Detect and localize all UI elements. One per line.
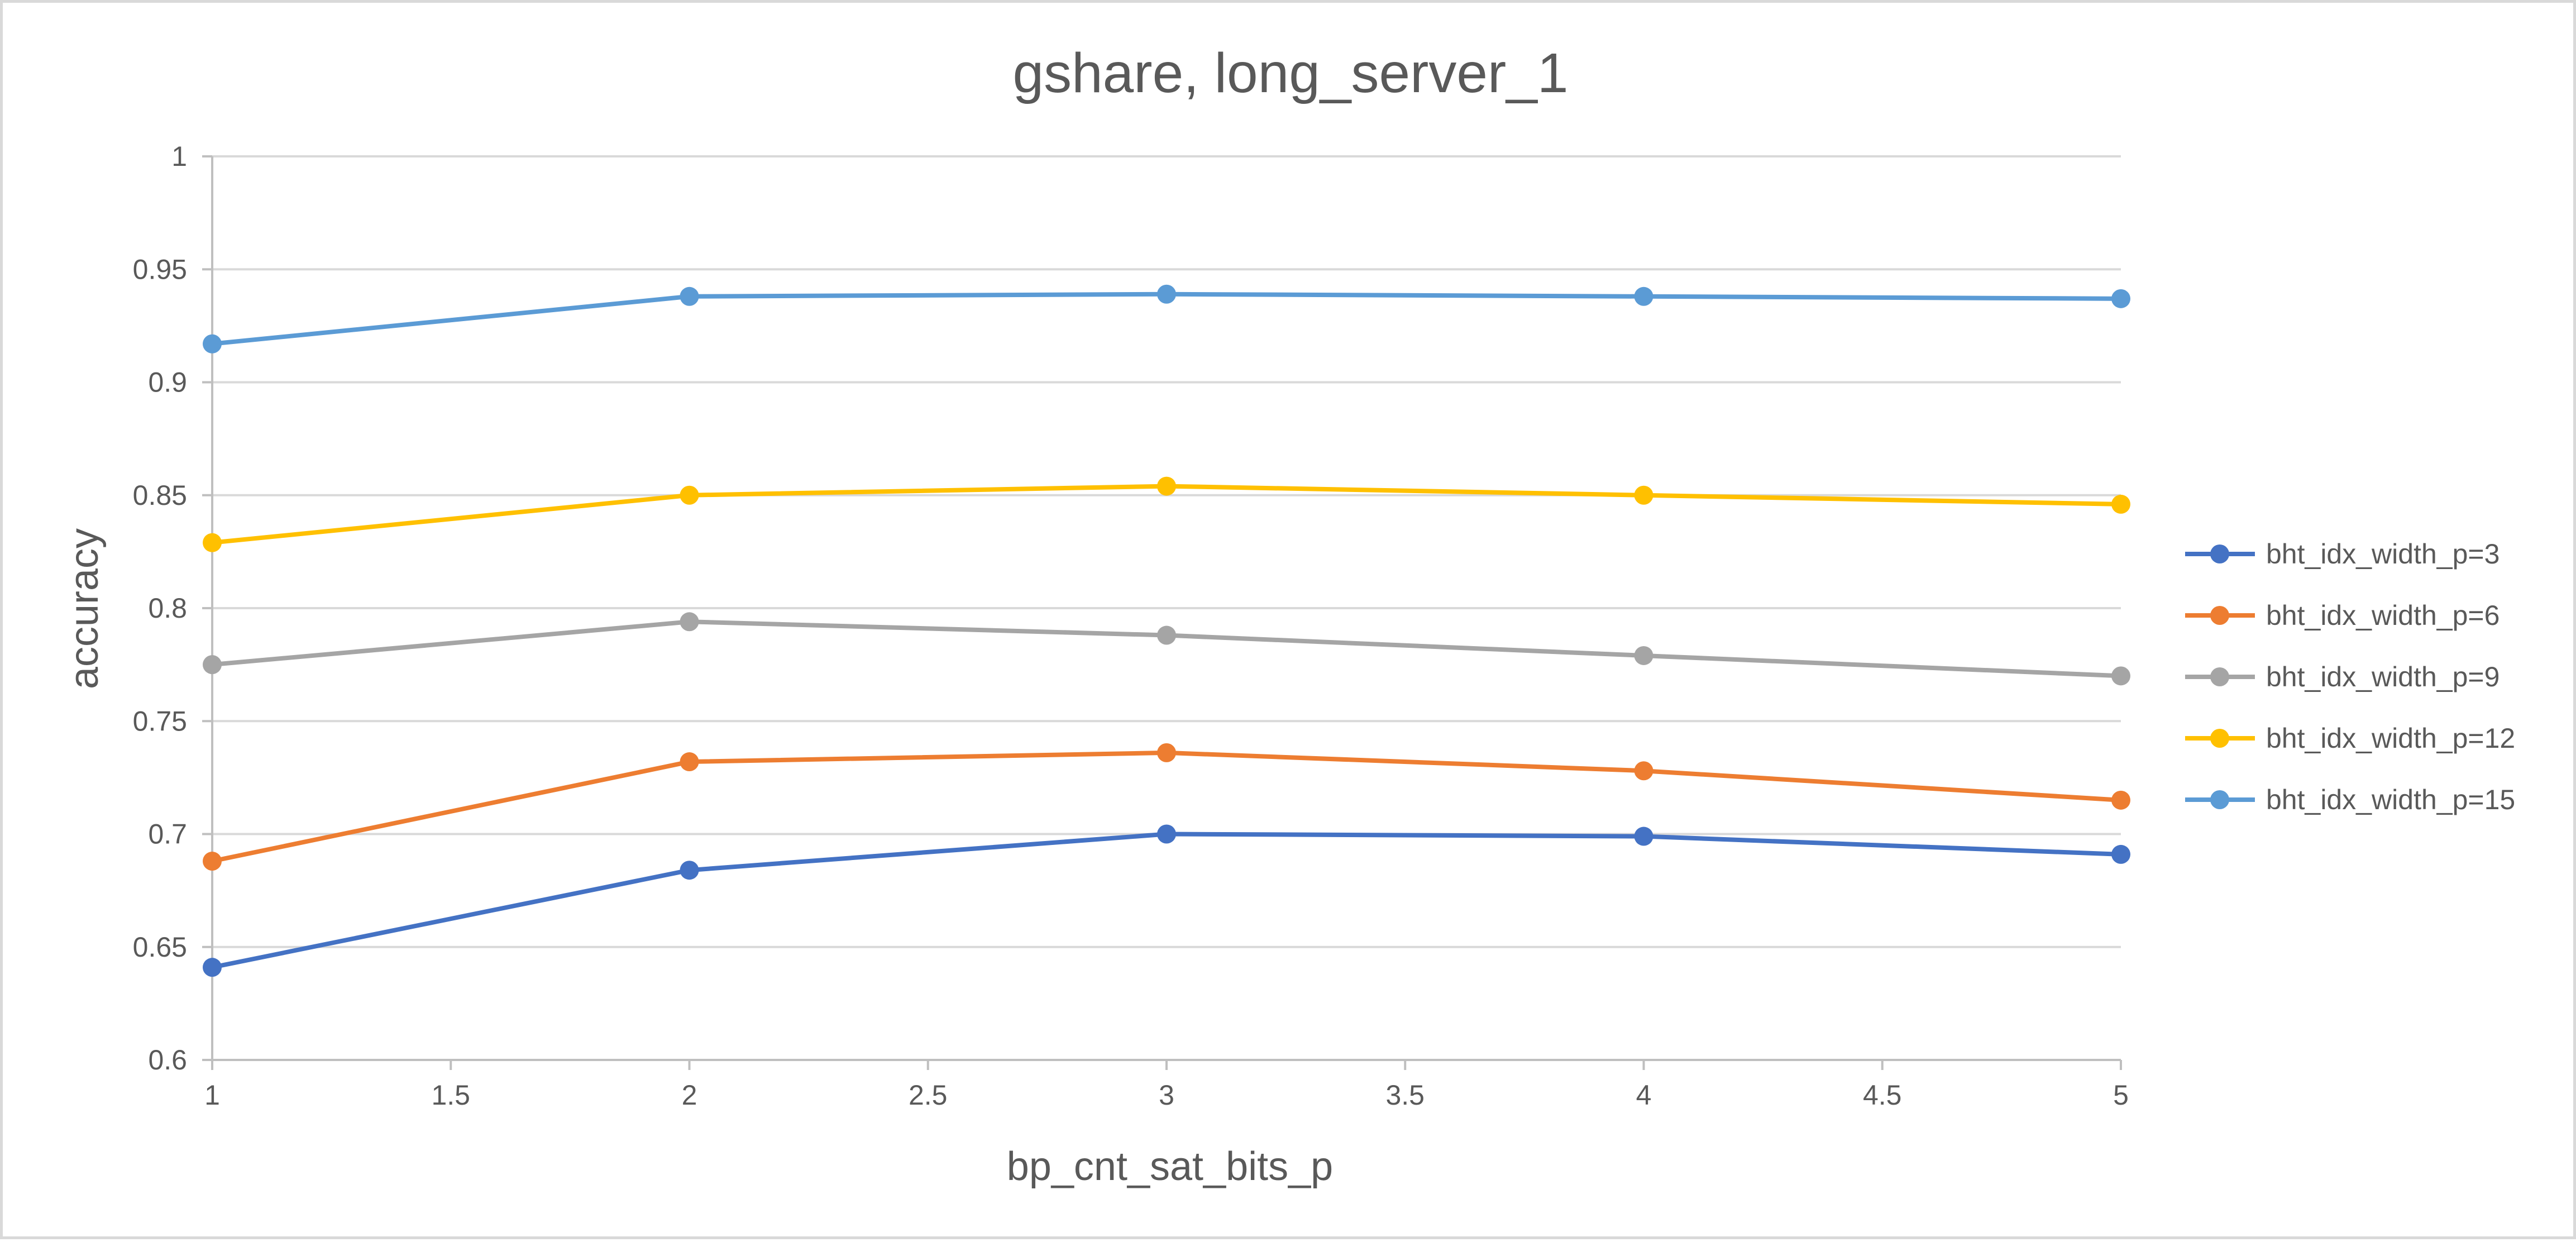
data-point [2111, 494, 2130, 514]
legend-marker [2210, 667, 2229, 686]
y-tick-label: 0.6 [148, 1044, 187, 1076]
legend: bht_idx_width_p=3 bht_idx_width_p=6 bht_id… [2185, 538, 2515, 815]
data-point [1157, 824, 1176, 844]
legend-label: bht_idx_width_p=9 [2266, 661, 2499, 692]
y-tick-label: 0.9 [148, 367, 187, 398]
y-tick-label: 0.8 [148, 593, 187, 624]
data-point [680, 752, 699, 772]
data-point [203, 334, 222, 354]
data-point [680, 286, 699, 306]
legend-marker [2210, 729, 2229, 748]
data-point [680, 612, 699, 632]
y-tick-label: 0.7 [148, 819, 187, 850]
y-tick-label: 0.75 [133, 705, 187, 737]
legend-label: bht_idx_width_p=12 [2266, 723, 2515, 754]
data-point [203, 852, 222, 871]
y-tick-label: 1 [171, 141, 187, 172]
data-point [1157, 743, 1176, 762]
chart-title: gshare, long_server_1 [1012, 42, 1568, 104]
legend-label: bht_idx_width_p=6 [2266, 600, 2499, 631]
data-point [1634, 761, 1653, 781]
axes: 0.6 0.65 0.7 0.75 0.8 0.85 0.9 0.95 1 1 1.5 2 2.5 3 3.… [133, 141, 2129, 1111]
legend-label: bht_idx_width_p=3 [2266, 538, 2499, 570]
data-point [2111, 666, 2130, 686]
legend-marker [2210, 606, 2229, 625]
data-point [680, 861, 699, 880]
data-point [1157, 284, 1176, 304]
x-tick-label: 2.5 [909, 1079, 948, 1111]
x-axis-title: bp_cnt_sat_bits_p [1007, 1144, 1333, 1189]
data-point [2111, 844, 2130, 864]
x-tick-label: 5 [2113, 1079, 2129, 1111]
y-tick-label: 0.65 [133, 932, 187, 963]
legend-marker [2210, 790, 2229, 809]
x-tick-label: 1 [204, 1079, 220, 1111]
legend-marker [2210, 544, 2229, 563]
data-point [203, 958, 222, 977]
data-point [203, 533, 222, 552]
data-point [1157, 476, 1176, 496]
x-tick-label: 4.5 [1863, 1079, 1902, 1111]
x-tick-label: 3 [1159, 1079, 1174, 1111]
data-point [1634, 286, 1653, 306]
data-point [1634, 646, 1653, 665]
y-axis-title: accuracy [62, 528, 107, 689]
line-chart: gshare, long_server_1 0.60.650.70.750.80… [62, 42, 2515, 1189]
legend-label: bht_idx_width_p=15 [2266, 784, 2515, 815]
series-lines [203, 284, 2130, 977]
data-point [2111, 289, 2130, 308]
data-point [203, 655, 222, 675]
data-point [1634, 827, 1653, 846]
data-point [1157, 625, 1176, 645]
y-tick-label: 0.85 [133, 480, 187, 511]
x-tick-label: 3.5 [1385, 1079, 1425, 1111]
data-point [2111, 790, 2130, 810]
data-point [680, 485, 699, 505]
x-tick-label: 1.5 [431, 1079, 470, 1111]
data-point [1634, 485, 1653, 505]
y-tick-label: 0.95 [133, 254, 187, 285]
x-tick-label: 2 [682, 1079, 697, 1111]
x-tick-label: 4 [1636, 1079, 1652, 1111]
